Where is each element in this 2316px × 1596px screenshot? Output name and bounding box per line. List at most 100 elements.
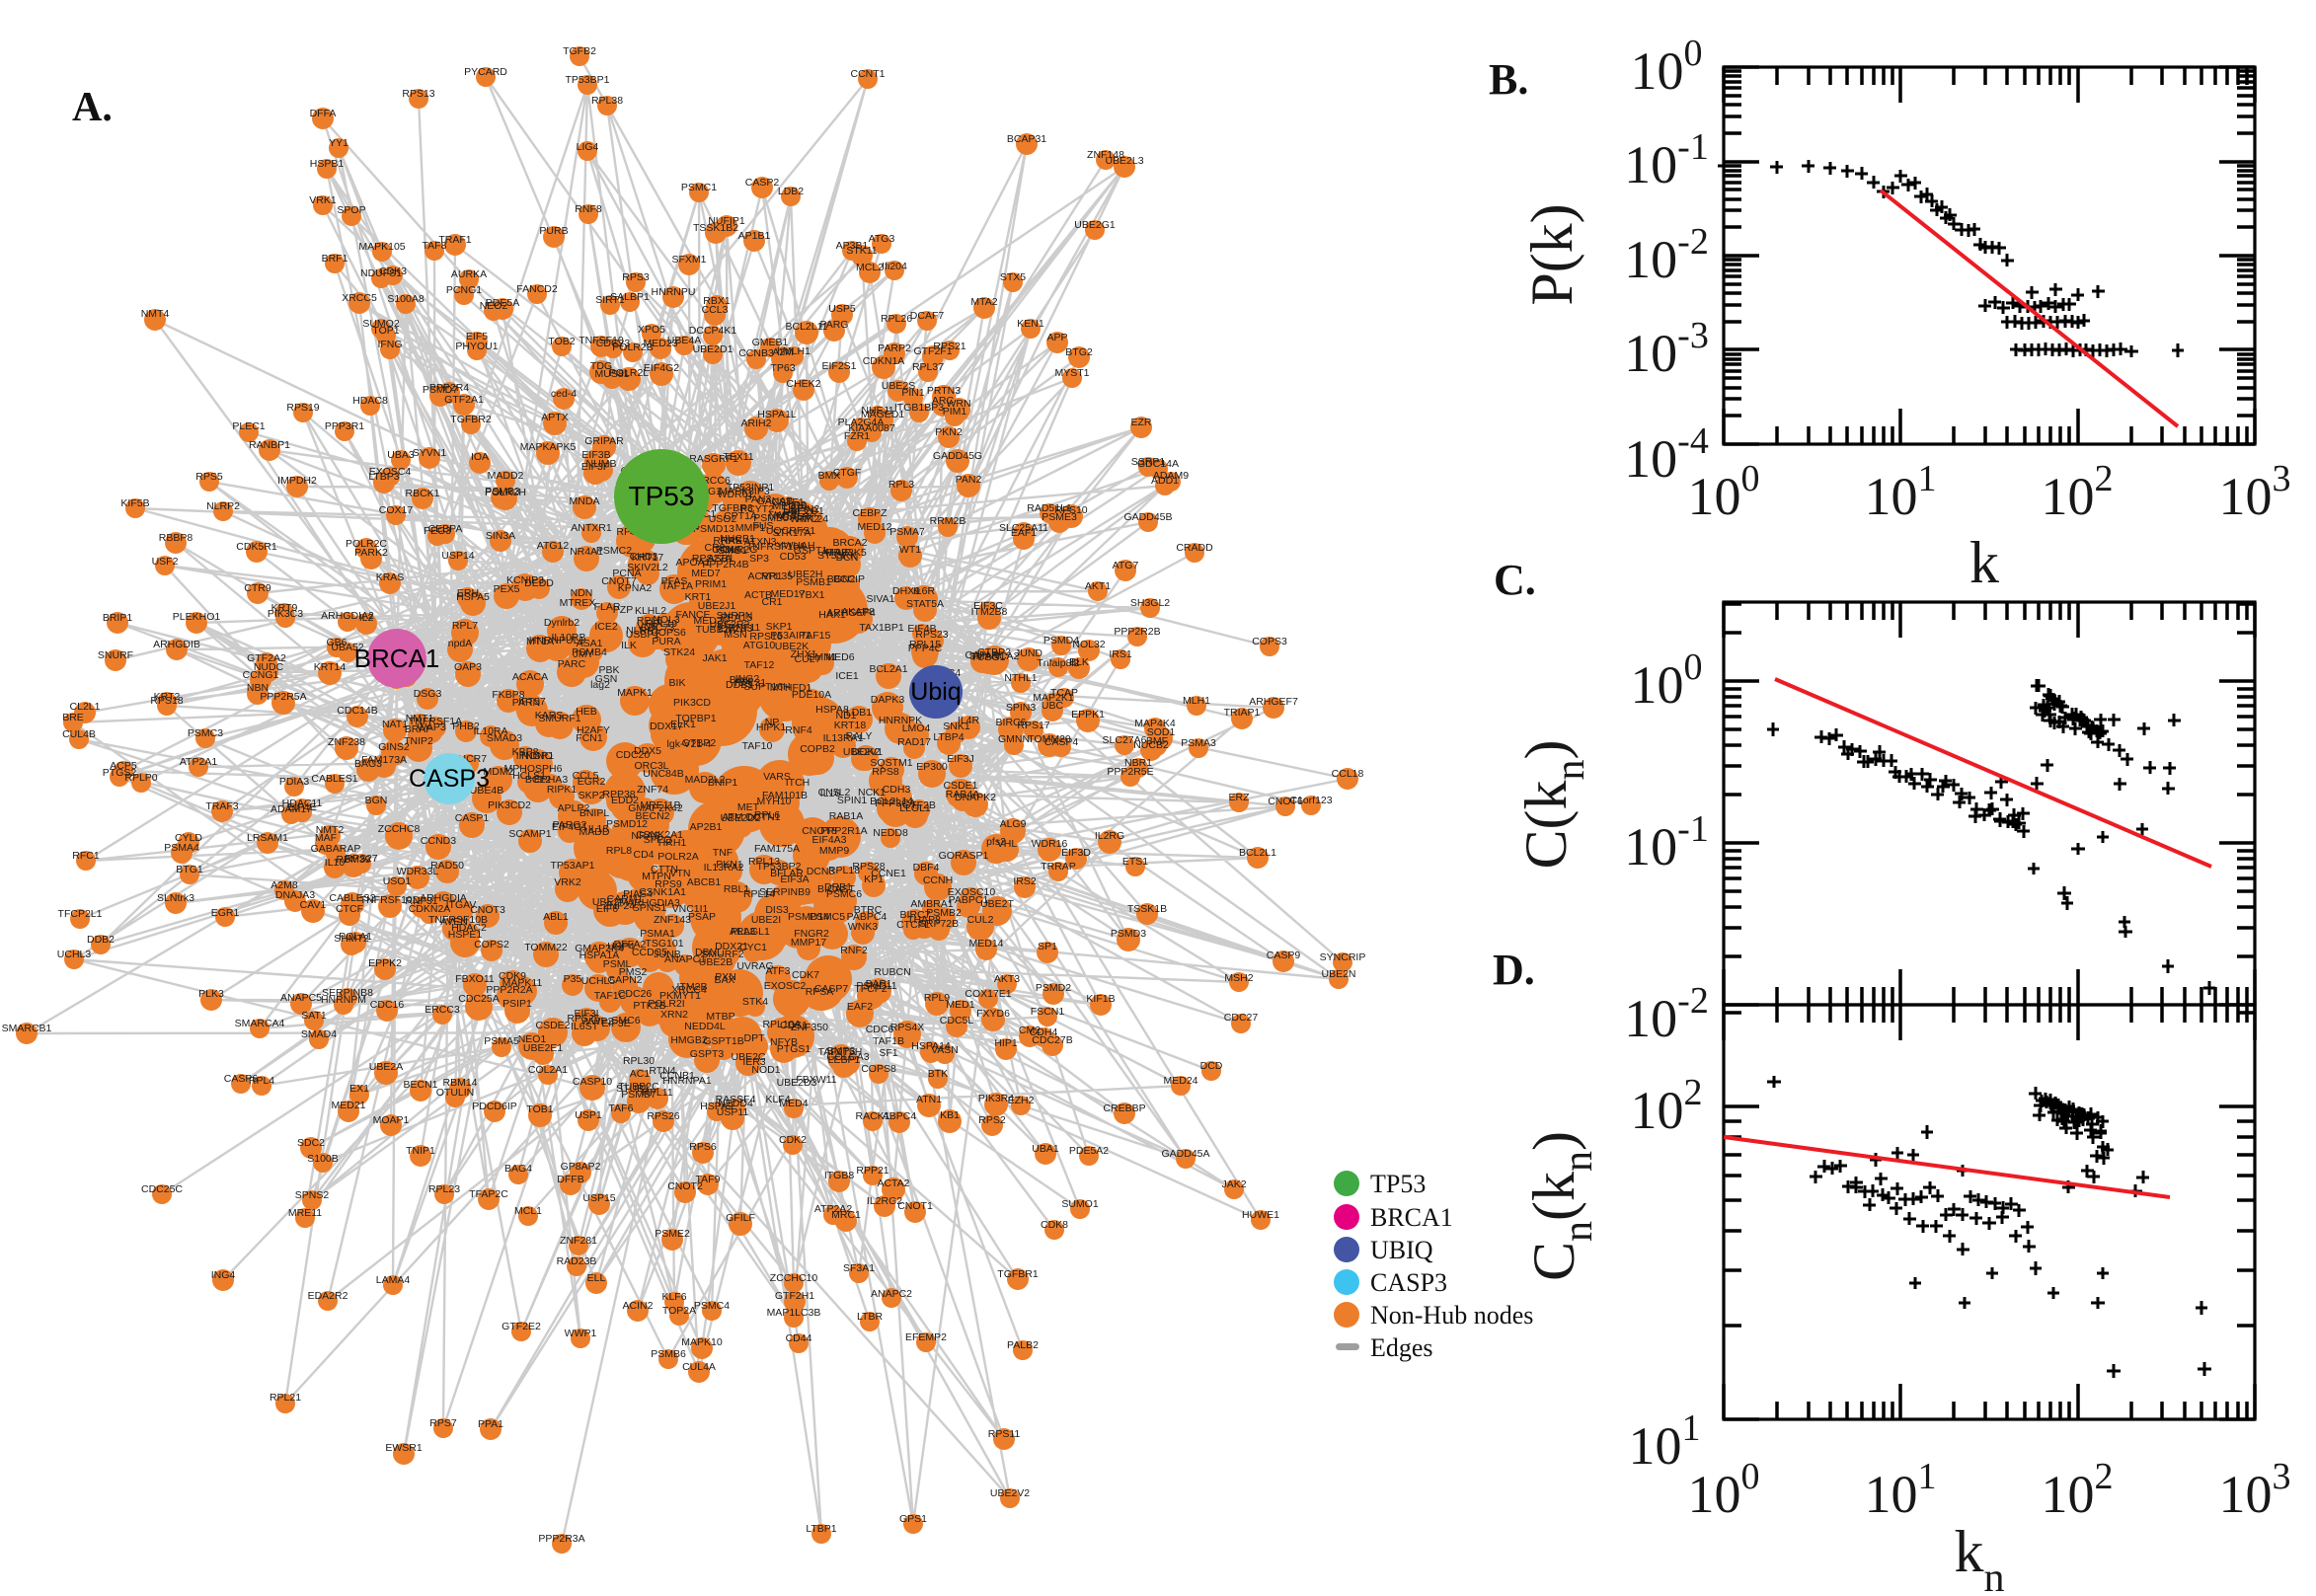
svg-text:SMAD3: SMAD3 <box>487 732 522 744</box>
svg-text:CPT1A: CPT1A <box>724 510 757 522</box>
svg-text:MED1: MED1 <box>946 999 974 1011</box>
svg-text:FXYD6: FXYD6 <box>976 1008 1010 1020</box>
svg-text:P(k): P(k) <box>1519 203 1584 305</box>
svg-text:EPPK1: EPPK1 <box>1071 709 1105 721</box>
svg-text:TFCP2L1: TFCP2L1 <box>58 908 103 920</box>
svg-text:EFEMP2: EFEMP2 <box>905 1331 947 1343</box>
svg-text:KP1: KP1 <box>864 874 884 885</box>
svg-text:LTBP3: LTBP3 <box>368 471 399 483</box>
svg-text:CNOT1: CNOT1 <box>897 1200 933 1212</box>
svg-text:MAPKAPK5: MAPKAPK5 <box>520 441 577 453</box>
svg-text:KRT14: KRT14 <box>314 661 347 673</box>
svg-text:PSMC1: PSMC1 <box>681 182 717 193</box>
svg-text:SMG1: SMG1 <box>718 545 747 557</box>
svg-text:PPP2R3A: PPP2R3A <box>538 1533 584 1545</box>
svg-text:MED6: MED6 <box>825 651 854 663</box>
svg-text:ANAPC5: ANAPC5 <box>280 992 322 1004</box>
svg-text:PIK3C3: PIK3C3 <box>268 608 303 620</box>
svg-text:UCHL5: UCHL5 <box>581 975 616 987</box>
svg-text:KRT1: KRT1 <box>685 591 712 603</box>
svg-text:CUL2: CUL2 <box>967 914 994 926</box>
svg-text:RPP38: RPP38 <box>602 789 635 800</box>
svg-text:PPP3R1: PPP3R1 <box>325 420 364 432</box>
svg-text:ACACA: ACACA <box>512 671 548 683</box>
svg-text:PARN: PARN <box>512 697 540 709</box>
svg-text:SLNtrk3: SLNtrk3 <box>157 892 194 904</box>
svg-text:NTHL1: NTHL1 <box>1004 672 1037 684</box>
svg-text:ASA1: ASA1 <box>577 638 603 649</box>
svg-text:UBE2V2: UBE2V2 <box>990 1487 1030 1499</box>
svg-text:LRSAM1: LRSAM1 <box>247 832 288 844</box>
svg-text:CALR: CALR <box>782 511 810 523</box>
svg-text:SAT1: SAT1 <box>301 1010 327 1022</box>
svg-text:SIN3A: SIN3A <box>486 530 515 542</box>
svg-text:CASP3: CASP3 <box>409 765 490 793</box>
svg-text:NUFIP1: NUFIP1 <box>708 215 745 227</box>
svg-text:SPNS1: SPNS1 <box>633 902 667 914</box>
svg-text:CTCFL: CTCFL <box>896 919 930 931</box>
svg-text:IOA: IOA <box>471 451 489 463</box>
svg-text:DPT: DPT <box>744 1032 766 1044</box>
svg-text:EIF5: EIF5 <box>466 331 488 342</box>
svg-text:EIF6: EIF6 <box>596 903 618 915</box>
svg-text:ITGB8: ITGB8 <box>824 1170 855 1181</box>
svg-text:HSPA14: HSPA14 <box>911 1040 951 1052</box>
svg-text:COL2A1: COL2A1 <box>528 1064 568 1076</box>
svg-text:RPS6: RPS6 <box>689 1141 717 1153</box>
svg-text:EDD2: EDD2 <box>611 795 639 806</box>
svg-text:RPS16: RPS16 <box>749 631 782 643</box>
svg-text:CNOT6: CNOT6 <box>1268 796 1303 807</box>
svg-text:UBE2K: UBE2K <box>775 641 809 652</box>
svg-text:CDK5R1: CDK5R1 <box>236 541 277 553</box>
svg-text:ATG10: ATG10 <box>743 640 776 651</box>
svg-text:WWP1: WWP1 <box>565 1328 597 1339</box>
svg-text:PARC: PARC <box>558 658 586 670</box>
svg-text:MTHFD1: MTHFD1 <box>770 682 812 694</box>
svg-text:AP2B1: AP2B1 <box>690 821 723 833</box>
svg-text:SNURF: SNURF <box>98 649 133 661</box>
svg-text:TAF9T5H: TAF9T5H <box>818 1046 863 1058</box>
svg-text:CEBPZ: CEBPZ <box>852 507 888 519</box>
svg-text:EIF3B: EIF3B <box>581 449 610 461</box>
svg-text:MED17: MED17 <box>770 588 805 600</box>
svg-text:TRRAP: TRRAP <box>1041 861 1076 873</box>
svg-text:ERH: ERH <box>457 587 479 599</box>
svg-text:PKN2: PKN2 <box>935 426 963 438</box>
svg-text:PIK3CD2: PIK3CD2 <box>488 799 531 811</box>
svg-text:RUBCN: RUBCN <box>874 966 910 978</box>
svg-text:IL10: IL10 <box>325 857 346 869</box>
svg-text:SPIN3: SPIN3 <box>1006 702 1037 714</box>
svg-text:SMURF1: SMURF1 <box>538 713 580 724</box>
svg-text:DSG3: DSG3 <box>414 688 442 700</box>
svg-text:RPS26: RPS26 <box>647 1110 679 1122</box>
svg-text:DDX17: DDX17 <box>650 721 683 732</box>
svg-text:CDC25C: CDC25C <box>141 1183 183 1195</box>
svg-text:AKT3: AKT3 <box>994 973 1020 985</box>
svg-text:IRS2: IRS2 <box>1013 875 1037 887</box>
svg-text:BAG4: BAG4 <box>504 1163 532 1175</box>
svg-text:PDIA3: PDIA3 <box>279 776 310 788</box>
svg-text:BNIP1: BNIP1 <box>708 777 738 789</box>
svg-text:TOP2A: TOP2A <box>662 1305 696 1317</box>
svg-text:PSMA1: PSMA1 <box>640 928 675 940</box>
svg-text:UBE2T: UBE2T <box>980 898 1014 910</box>
svg-text:FAM175A: FAM175A <box>754 843 800 855</box>
svg-text:PTK2B: PTK2B <box>633 1000 665 1012</box>
svg-text:USO1: USO1 <box>383 875 412 887</box>
svg-text:USF2: USF2 <box>152 556 179 568</box>
svg-text:CSNK1A1: CSNK1A1 <box>639 886 686 898</box>
svg-text:ATG7: ATG7 <box>1113 560 1139 571</box>
svg-text:UBE2A: UBE2A <box>369 1061 403 1073</box>
svg-text:TEX11: TEX11 <box>723 451 753 463</box>
svg-text:EZR: EZR <box>1131 417 1152 428</box>
svg-text:UBE2N: UBE2N <box>1321 968 1355 980</box>
svg-text:LTBP1: LTBP1 <box>806 1523 836 1535</box>
svg-text:PPP2R4: PPP2R4 <box>429 382 469 394</box>
svg-text:DCD: DCD <box>1200 1060 1223 1072</box>
svg-text:RPS19: RPS19 <box>286 402 319 414</box>
svg-text:RNF4: RNF4 <box>785 724 812 736</box>
svg-text:IER3: IER3 <box>742 1056 766 1068</box>
svg-text:DIS3: DIS3 <box>765 904 789 916</box>
svg-text:MAD2L2: MAD2L2 <box>685 774 726 786</box>
svg-text:AKT1: AKT1 <box>1085 580 1111 592</box>
